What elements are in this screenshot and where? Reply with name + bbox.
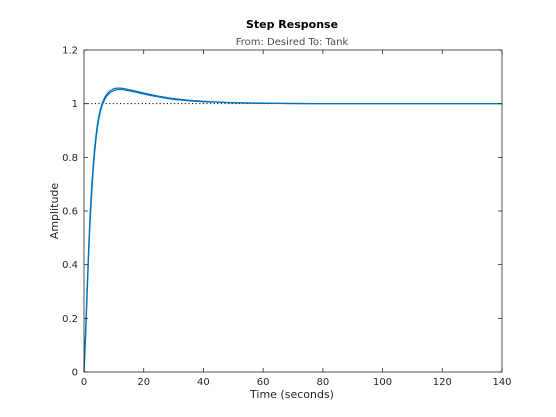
y-tick-label: 0.8 <box>62 153 78 164</box>
chart-subtitle: From: Desired To: Tank <box>236 37 349 48</box>
x-tick-label: 20 <box>137 377 150 388</box>
y-tick-label: 1 <box>72 99 78 110</box>
y-tick-label: 0.4 <box>62 260 78 271</box>
x-axis-ticks: 0 20 40 60 80 100 120 140 <box>81 50 512 388</box>
y-axis-label: Amplitude <box>48 183 61 240</box>
y-axis-ticks: 0 0.2 0.4 0.6 0.8 1 1.2 <box>62 46 502 379</box>
x-tick-label: 140 <box>492 377 511 388</box>
y-tick-label: 0 <box>72 368 78 379</box>
series-layer <box>83 87 502 373</box>
x-tick-label: 80 <box>316 377 329 388</box>
x-tick-label: 100 <box>373 377 392 388</box>
x-tick-label: 60 <box>257 377 270 388</box>
y-tick-label: 0.6 <box>62 207 78 218</box>
y-tick-label: 1.2 <box>62 46 78 57</box>
x-tick-label: 120 <box>433 377 452 388</box>
x-axis-label: Time (seconds) <box>249 388 334 401</box>
plot-area <box>84 50 502 372</box>
x-tick-label: 40 <box>197 377 210 388</box>
y-tick-label: 0.2 <box>62 314 78 325</box>
chart-title: Step Response <box>246 18 338 31</box>
series-line-2 <box>83 88 502 373</box>
x-tick-label: 0 <box>81 377 87 388</box>
